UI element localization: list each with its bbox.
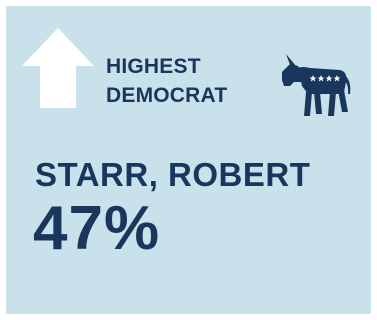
heading-line-2: DEMOCRAT	[106, 84, 228, 107]
up-arrow-icon	[22, 28, 94, 108]
democrat-donkey-icon	[282, 54, 351, 116]
card-heading: HIGHEST DEMOCRAT	[106, 52, 227, 110]
highest-democrat-card: HIGHEST DEMOCRAT STARR, ROBERT 47%	[6, 6, 371, 314]
vote-percentage: 47%	[33, 194, 161, 263]
heading-line-1: HIGHEST	[106, 55, 201, 78]
candidate-name: STARR, ROBERT	[35, 156, 311, 193]
